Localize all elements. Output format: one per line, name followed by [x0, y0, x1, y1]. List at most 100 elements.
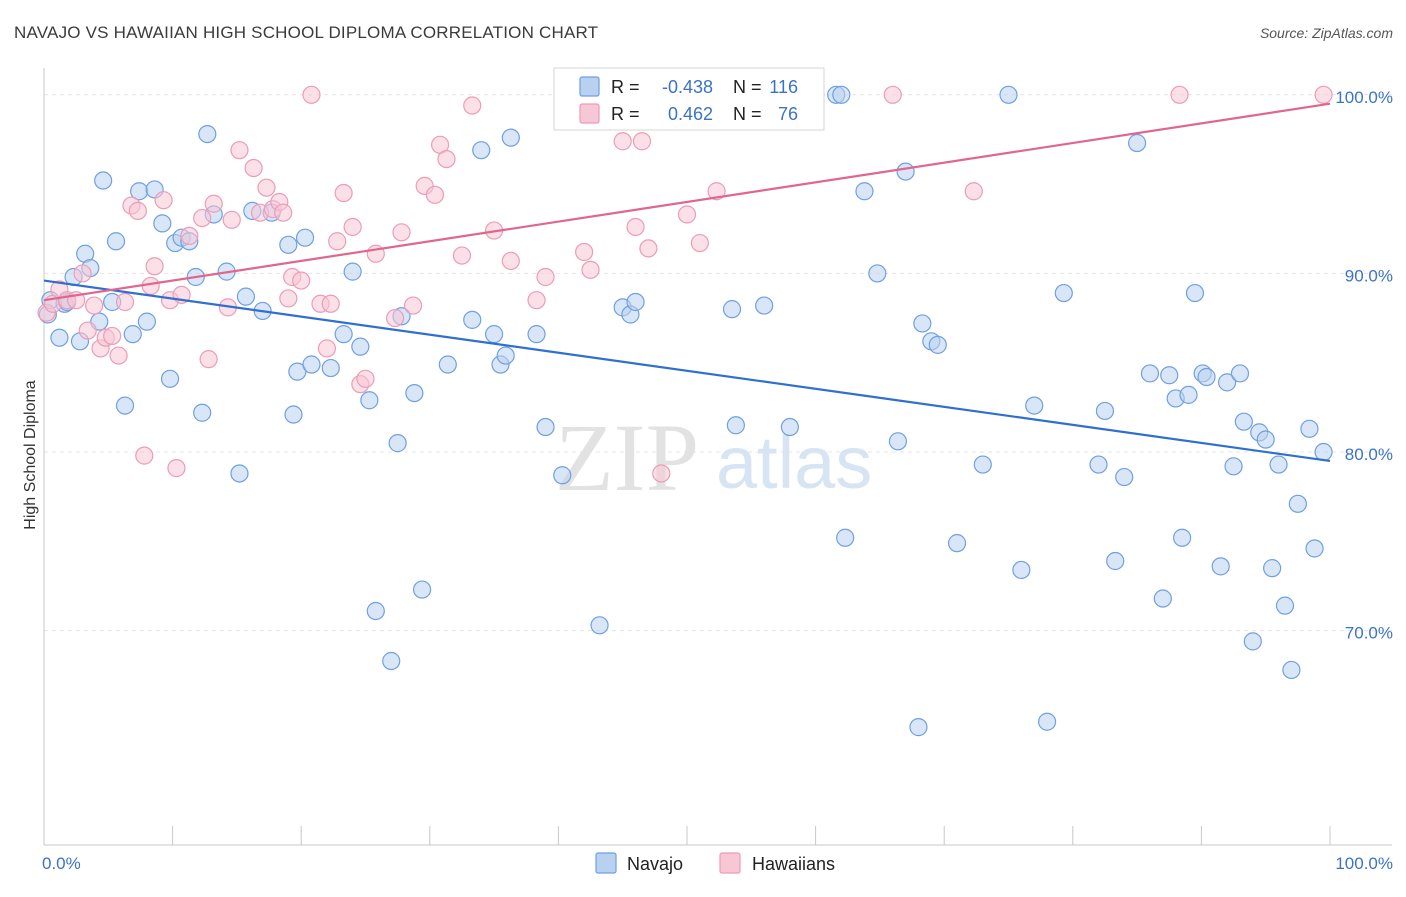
- navajo-point-51: [485, 325, 504, 344]
- series-legend-hawaiians-swatch[interactable]: [719, 852, 741, 874]
- hawaiians-trend-line: [43, 102, 1331, 302]
- hawaiians-point-28: [230, 141, 249, 160]
- legend-navajo-r-label: R =: [611, 77, 640, 97]
- navajo-point-103: [1234, 412, 1253, 431]
- navajo-point-98: [1197, 367, 1216, 387]
- series-legend: Navajo Hawaiians: [595, 852, 835, 874]
- navajo-point-75: [913, 314, 932, 333]
- series-legend-navajo-label[interactable]: Navajo: [627, 854, 683, 874]
- navajo-point-102: [1230, 364, 1250, 383]
- hawaiians-point-20: [167, 459, 186, 478]
- legend-navajo-swatch: [579, 76, 600, 97]
- hawaiians-point-22: [180, 226, 199, 246]
- navajo-point-27: [230, 464, 249, 483]
- navajo-point-88: [1115, 467, 1134, 487]
- hawaiians-point-55: [452, 246, 472, 265]
- navajo-point-11: [106, 232, 126, 251]
- hawaiians-point-38: [302, 85, 321, 104]
- navajo-point-83: [1037, 712, 1057, 731]
- hawaiians-point-27: [222, 210, 241, 229]
- hawaiians-point-64: [626, 217, 645, 237]
- navajo-point-47: [412, 580, 432, 599]
- hawaiians-point-48: [385, 308, 405, 328]
- hawaiians-point-14: [128, 201, 147, 220]
- navajo-point-78: [947, 534, 967, 553]
- hawaiians-point-40: [317, 339, 337, 358]
- series-legend-navajo-swatch[interactable]: [595, 852, 617, 874]
- navajo-point-37: [321, 358, 340, 378]
- legend-hawaiians-r-label: R =: [611, 104, 640, 124]
- hawaiians-point-65: [632, 132, 652, 151]
- hawaiians-point-50: [403, 296, 423, 315]
- hawaiians-point-11: [109, 346, 128, 365]
- navajo-point-72: [888, 432, 908, 451]
- navajo-point-39: [343, 262, 362, 281]
- navajo-point-38: [334, 325, 353, 344]
- hawaiians-point-67: [652, 464, 671, 483]
- hawaiians-point-59: [527, 291, 546, 310]
- legend-hawaiians-n-value: 76: [778, 104, 798, 124]
- hawaiians-point-23: [193, 208, 212, 228]
- hawaiians-point-34: [274, 203, 293, 222]
- hawaiians-point-58: [501, 251, 520, 271]
- navajo-point-96: [1185, 283, 1205, 303]
- navajo-point-28: [236, 287, 256, 306]
- navajo-point-24: [198, 124, 217, 144]
- navajo-point-44: [388, 434, 407, 453]
- legend-hawaiians-r-value: 0.462: [668, 104, 713, 124]
- hawaiians-point-17: [145, 257, 164, 276]
- hawaiians-point-70: [707, 182, 726, 201]
- navajo-point-100: [1218, 373, 1237, 392]
- navajo-trend-line: [43, 279, 1331, 463]
- watermark-zip: ZIP: [555, 404, 699, 511]
- hawaiians-point-52: [425, 185, 445, 204]
- navajo-point-56: [536, 417, 555, 437]
- hawaiians-point-46: [356, 369, 375, 388]
- navajo-point-82: [1025, 396, 1044, 415]
- navajo-point-23: [193, 403, 212, 422]
- navajo-point-99: [1211, 557, 1230, 576]
- navajo-point-89: [1127, 133, 1147, 153]
- legend-navajo-r-value: -0.438: [662, 77, 713, 97]
- navajo-point-94: [1173, 528, 1192, 547]
- hawaiians-point-31: [257, 178, 276, 197]
- gridlines: [44, 94, 1392, 632]
- navajo-point-65: [755, 296, 774, 315]
- navajo-point-107: [1263, 559, 1282, 578]
- navajo-point-15: [137, 312, 156, 331]
- navajo-point-49: [463, 310, 482, 329]
- navajo-point-43: [382, 651, 401, 671]
- x-axis-ticks: [43, 826, 1331, 845]
- navajo-point-36: [302, 355, 321, 374]
- chart-source: Source: ZipAtlas.com: [1260, 25, 1393, 41]
- navajo-point-9: [94, 171, 113, 190]
- navajo-point-90: [1140, 364, 1160, 383]
- series-layer: [37, 85, 1333, 737]
- navajo-point-46: [405, 383, 424, 403]
- hawaiians-point-41: [321, 294, 340, 313]
- navajo-point-80: [999, 85, 1018, 104]
- navajo-point-17: [153, 214, 172, 233]
- legend-navajo-n-label: N =: [733, 77, 762, 97]
- series-legend-hawaiians-label[interactable]: Hawaiians: [752, 854, 835, 874]
- y-tick-label-90: 90.0%: [1345, 266, 1393, 285]
- navajo-point-68: [832, 85, 851, 104]
- legend-navajo-n-value: 116: [769, 77, 798, 97]
- navajo-point-106: [1256, 430, 1275, 449]
- hawaiians-point-73: [964, 182, 983, 201]
- hawaiians-point-54: [437, 149, 456, 169]
- hawaiians-point-75: [1314, 85, 1333, 104]
- navajo-point-73: [896, 162, 915, 181]
- hawaiians-point-49: [392, 223, 411, 242]
- navajo-point-109: [1275, 596, 1295, 615]
- navajo-point-35: [295, 228, 315, 247]
- hawaiians-point-6: [78, 321, 97, 340]
- hawaiians-point-72: [883, 85, 902, 104]
- navajo-point-111: [1288, 494, 1307, 513]
- navajo-point-41: [360, 391, 379, 410]
- navajo-point-84: [1054, 283, 1073, 303]
- navajo-point-114: [1314, 442, 1333, 462]
- hawaiians-point-5: [73, 264, 92, 283]
